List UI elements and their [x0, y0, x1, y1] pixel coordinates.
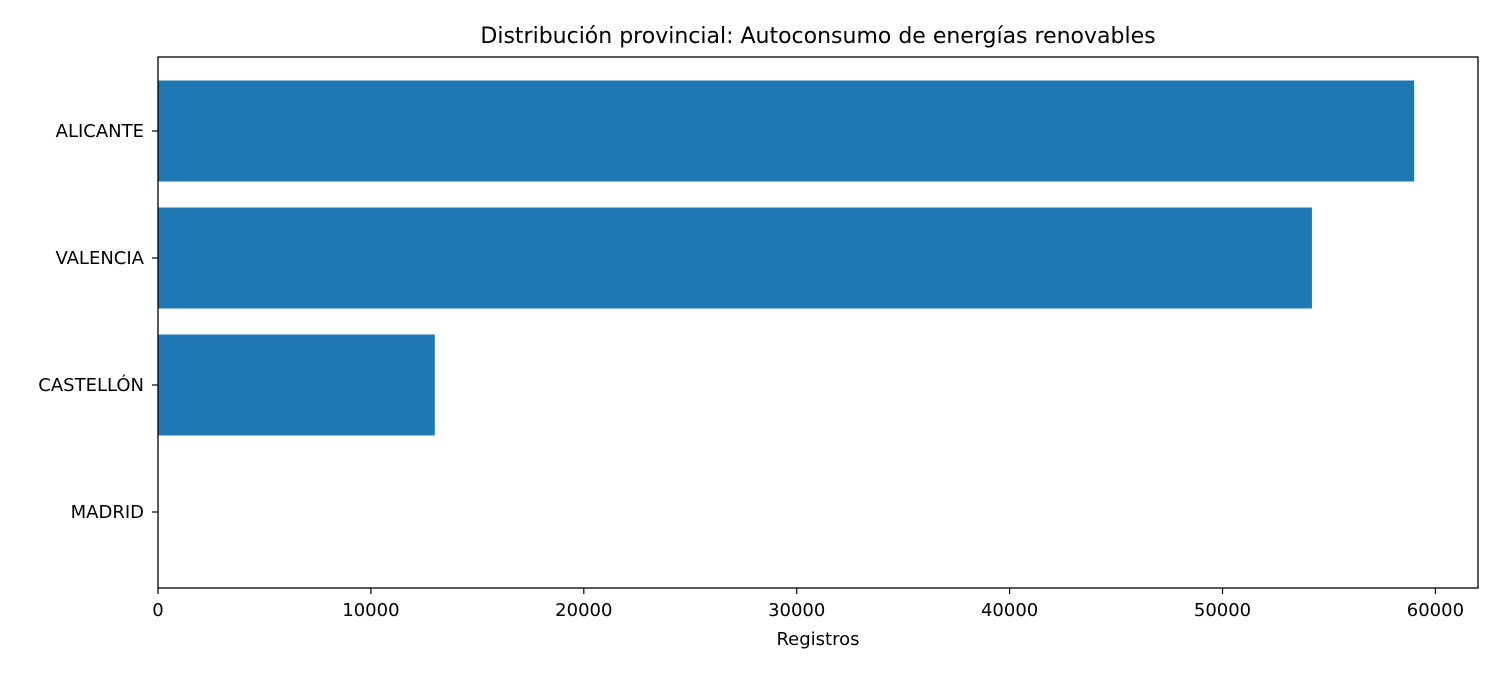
x-tick-label: 30000: [768, 600, 825, 621]
x-tick-label: 50000: [1194, 600, 1251, 621]
y-tick-label: CASTELLÓN: [38, 374, 144, 396]
x-tick-label: 0: [152, 600, 163, 621]
x-tick-label: 20000: [555, 600, 612, 621]
y-tick-label: VALENCIA: [55, 248, 144, 269]
y-tick-label: MADRID: [71, 502, 144, 523]
x-axis-label: Registros: [776, 629, 859, 650]
y-axis: ALICANTE VALENCIA CASTELLÓN MADRID: [38, 121, 158, 523]
x-tick-label: 60000: [1407, 600, 1464, 621]
bar-alicante: [158, 80, 1415, 182]
chart-title: Distribución provincial: Autoconsumo de …: [480, 24, 1155, 49]
bar-castellón: [158, 334, 435, 436]
plot-frame: [157, 56, 1479, 589]
y-tick-label: ALICANTE: [56, 121, 144, 142]
x-axis: 0 10000 20000 30000 40000 50000 60000: [152, 588, 1464, 621]
x-tick-label: 40000: [981, 600, 1038, 621]
x-tick-label: 10000: [342, 600, 399, 621]
bars-group: [158, 80, 1415, 563]
bar-valencia: [158, 207, 1312, 309]
